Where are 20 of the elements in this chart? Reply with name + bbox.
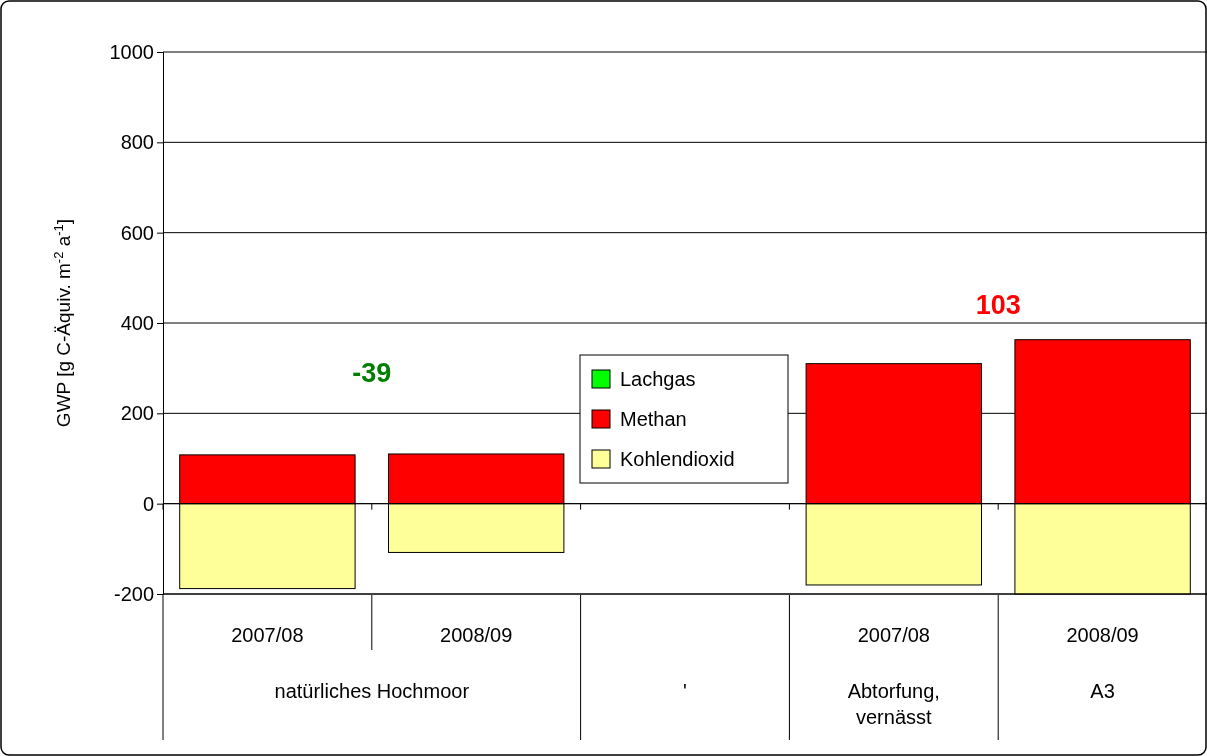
legend-label: Lachgas <box>620 368 696 390</box>
annotation: -39 <box>352 357 392 388</box>
x-tick-label: 2007/08 <box>857 624 930 646</box>
x-tick-label: 2008/09 <box>1066 624 1139 646</box>
legend-label: Kohlendioxid <box>620 448 735 470</box>
y-tick-label: -200 <box>113 582 154 605</box>
annotation: 103 <box>975 289 1021 320</box>
y-tick-label: 1000 <box>109 40 154 63</box>
y-tick-label: 0 <box>142 492 154 515</box>
legend-label: Methan <box>620 408 687 430</box>
text: natürliches Hochmoor <box>274 680 470 702</box>
y-tick-label: 600 <box>120 221 154 244</box>
text: A3 <box>1090 680 1115 702</box>
text: ' <box>683 680 687 702</box>
text: Abtorfung, vernässt <box>847 680 940 728</box>
x-tick-label: 2007/08 <box>231 624 304 646</box>
y-tick-label: 200 <box>120 402 154 425</box>
x-tick-label: 2008/09 <box>440 624 513 646</box>
y-tick-label: 400 <box>120 311 154 334</box>
y-tick-label: 800 <box>120 131 154 154</box>
